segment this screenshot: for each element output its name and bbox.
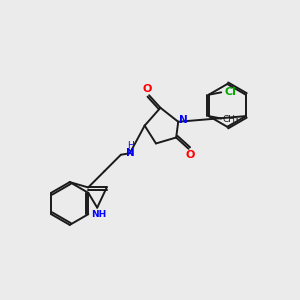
Text: H: H [127,141,134,150]
Text: O: O [143,84,152,94]
Text: N: N [179,115,188,125]
Text: O: O [185,150,195,160]
Text: Cl: Cl [224,87,236,97]
Text: CH₃: CH₃ [222,115,239,124]
Text: NH: NH [91,210,106,219]
Text: N: N [126,148,135,158]
